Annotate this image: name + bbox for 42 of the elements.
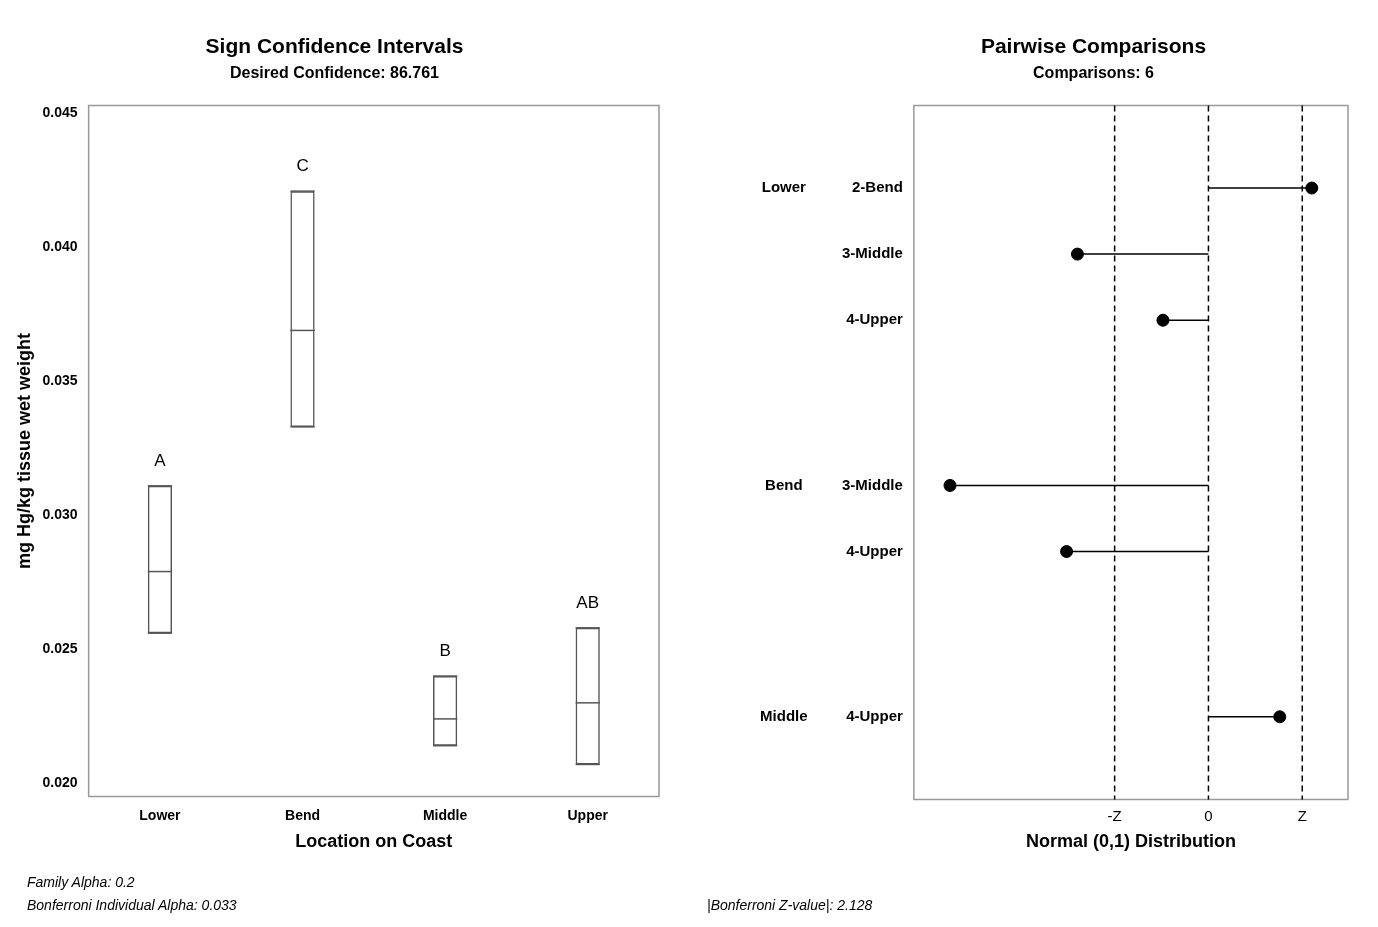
text: Bonferroni Individual Alpha: 0.033 [27,896,237,915]
point [1070,247,1084,261]
annotation: B [439,641,451,661]
y-tick-label: 0.040 [42,238,78,255]
chart-subtitle: Desired Confidence: 86.761 [230,64,440,82]
point [1305,181,1319,195]
x-tick-label: Upper [567,806,609,823]
y-tick-label: 4-Upper [846,541,903,559]
y-tick-label: 0.020 [42,774,78,791]
text: Bend [765,475,803,493]
text: |Bonferroni Z-value|: 2.128 [707,896,873,915]
ref-line-label: 0 [1204,807,1213,825]
x-tick-label: Bend [285,806,321,823]
y-tick-label: 0.035 [42,372,78,389]
annotation: AB [576,593,600,613]
ref-line-label: -Z [1107,807,1122,825]
annotation: A [154,451,167,471]
point [1156,313,1170,327]
y-tick-label: 0.030 [42,506,78,523]
point [1273,710,1287,724]
y-tick-label: 4-Upper [846,310,903,328]
x-axis-title: Normal (0,1) Distribution [1025,831,1236,852]
y-tick-label: 3-Middle [841,475,903,493]
x-tick-label: Lower [139,806,182,823]
chart-title: Pairwise Comparisons [980,34,1207,58]
text: Middle [760,706,808,724]
point [1060,545,1074,559]
y-tick-label: 4-Upper [846,706,903,724]
y-tick-label: 3-Middle [841,244,903,262]
chart-title: Sign Confidence Intervals [205,34,464,58]
text: Lower [761,178,807,196]
x-axis-title: Location on Coast [295,831,453,852]
chart-subtitle: Comparisons: 6 [1033,64,1155,82]
y-tick-label: 0.025 [42,640,78,657]
y-tick-label: 0.045 [42,104,78,121]
annotation: C [296,156,309,176]
text: Family Alpha: 0.2 [27,873,136,892]
ref-line-label: Z [1297,807,1307,825]
x-tick-label: Middle [422,806,468,823]
point [943,478,957,492]
y-tick-label: 2-Bend [851,178,903,196]
y-axis-title: mg Hg/kg tissue wet weight [13,332,34,570]
